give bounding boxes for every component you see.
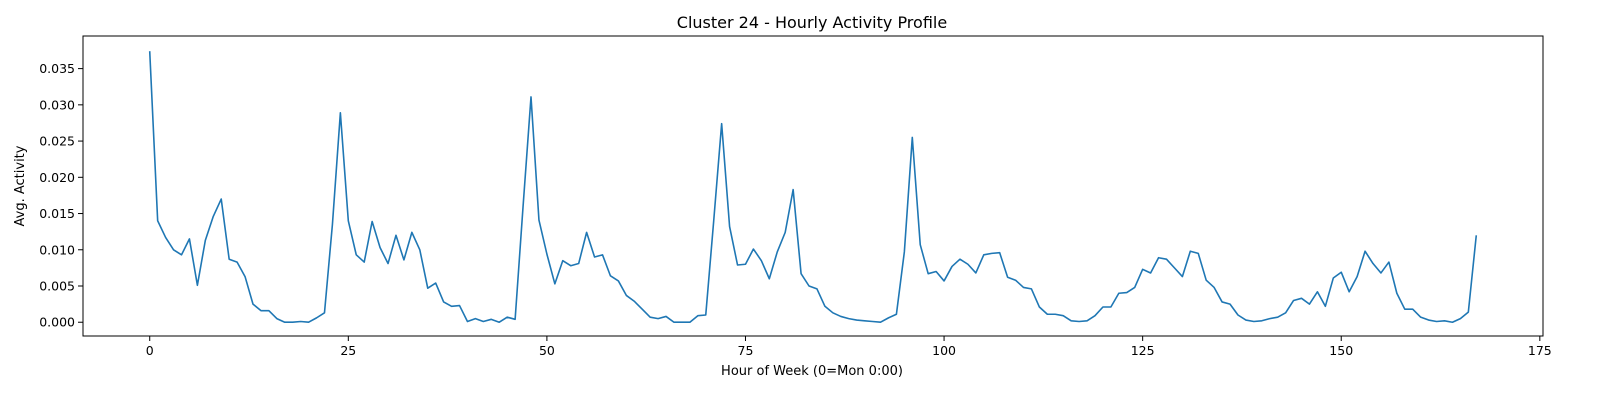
y-axis: 0.000 0.005 0.010 0.015 0.020 0.025 0.030 0.035 bbox=[39, 61, 83, 330]
x-tick-label: 175 bbox=[1528, 343, 1552, 358]
y-tick-label: 0.010 bbox=[39, 242, 75, 257]
x-tick-label: 125 bbox=[1131, 343, 1155, 358]
x-tick-label: 100 bbox=[932, 343, 956, 358]
x-tick-label: 0 bbox=[146, 343, 154, 358]
x-axis-label: Hour of Week (0=Mon 0:00) bbox=[721, 364, 903, 379]
y-tick-label: 0.000 bbox=[39, 315, 75, 330]
y-tick-label: 0.025 bbox=[39, 134, 75, 149]
y-tick-label: 0.015 bbox=[39, 206, 75, 221]
plot-area-frame bbox=[82, 35, 1544, 337]
x-tick-label: 75 bbox=[738, 343, 754, 358]
series-line bbox=[148, 51, 1478, 324]
y-axis-label: Avg. Activity bbox=[13, 145, 28, 226]
x-axis: 0 25 50 75 100 125 150 175 bbox=[146, 336, 1552, 358]
x-tick-label: 150 bbox=[1329, 343, 1353, 358]
y-tick-label: 0.020 bbox=[39, 170, 75, 185]
y-tick-label: 0.035 bbox=[39, 61, 75, 76]
x-tick-label: 25 bbox=[340, 343, 356, 358]
y-tick-label: 0.030 bbox=[39, 97, 75, 112]
y-tick-label: 0.005 bbox=[39, 279, 75, 294]
chart-title: Cluster 24 - Hourly Activity Profile bbox=[677, 13, 947, 32]
x-tick-label: 50 bbox=[539, 343, 555, 358]
